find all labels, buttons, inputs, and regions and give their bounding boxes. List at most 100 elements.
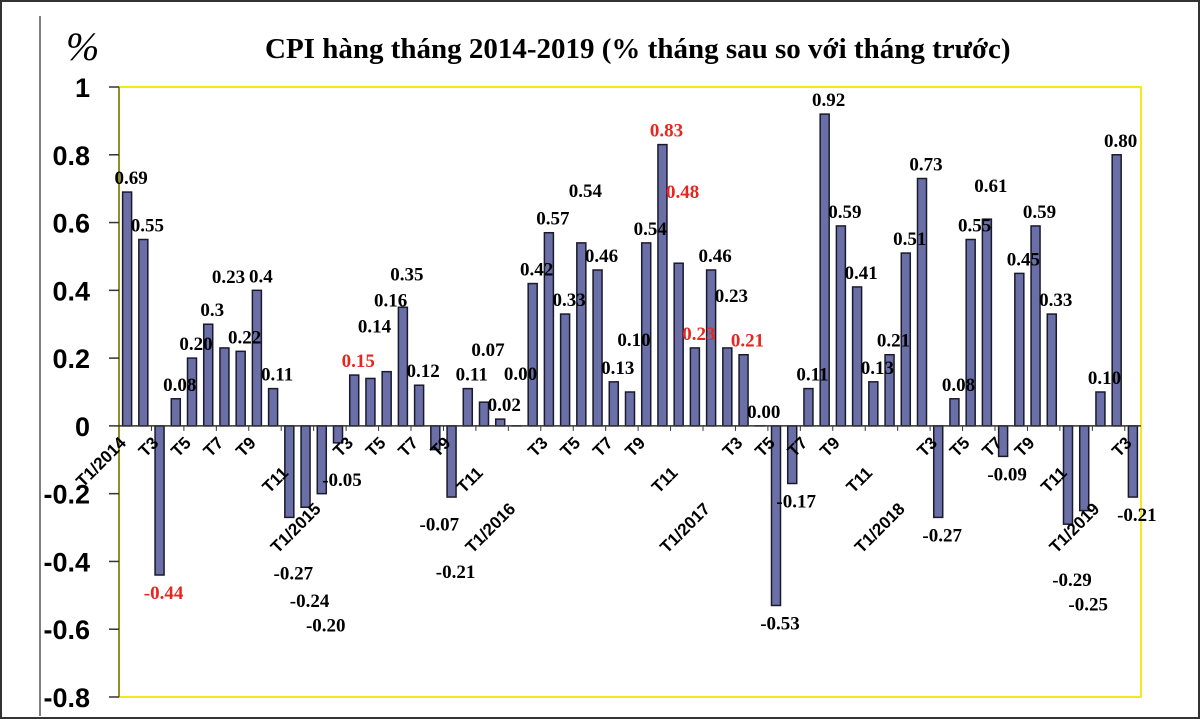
data-label: -0.27 <box>922 525 962 546</box>
data-label: -0.21 <box>1117 505 1157 526</box>
data-label: 0.33 <box>1039 290 1072 311</box>
x-tick-label: T11 <box>648 463 681 496</box>
x-tick-label: T5 <box>362 433 389 460</box>
y-tick-label: 0.6 <box>52 209 90 239</box>
data-label: 0.51 <box>893 229 926 250</box>
x-tick-label: T3 <box>719 433 746 460</box>
data-label: 0.08 <box>163 375 196 396</box>
y-axis-unit: % <box>66 24 99 69</box>
x-tick-label: T9 <box>816 433 843 460</box>
bar <box>138 238 149 427</box>
x-tick-label: T1/2018 <box>851 499 909 557</box>
data-label: -0.21 <box>436 562 476 583</box>
x-tick-label: T11 <box>843 463 876 496</box>
data-label: 0.23 <box>212 267 245 288</box>
y-tick-label: 0.2 <box>52 344 90 374</box>
bar <box>462 387 474 427</box>
data-label: -0.20 <box>306 616 346 637</box>
data-label: -0.25 <box>1068 595 1108 616</box>
data-label: 0.54 <box>634 219 668 240</box>
data-label: 0.14 <box>358 316 392 337</box>
data-label: 0.08 <box>942 375 975 396</box>
y-tick-label: -0.4 <box>43 547 90 577</box>
bar <box>592 269 603 427</box>
data-label: 0.15 <box>342 351 375 372</box>
data-label: 0.48 <box>666 182 699 203</box>
data-label: 0.21 <box>877 331 910 352</box>
data-label: -0.24 <box>290 591 330 612</box>
data-label: 0.13 <box>601 358 634 379</box>
bar <box>300 425 311 508</box>
data-label: -0.44 <box>144 583 184 604</box>
data-label: 0.45 <box>1007 249 1040 270</box>
x-tick-label: T1/2017 <box>656 499 714 557</box>
data-label: 0.83 <box>650 121 683 142</box>
data-label: -0.53 <box>760 614 800 635</box>
bar <box>267 387 279 427</box>
bar <box>348 374 360 427</box>
x-tick-label: T5 <box>557 433 584 460</box>
y-tick-label: -0.6 <box>43 615 90 645</box>
x-tick-label: T9 <box>1011 433 1038 460</box>
data-label: 0.46 <box>585 246 618 267</box>
bar <box>624 391 636 427</box>
y-tick-label: 0 <box>75 412 90 442</box>
data-label: 0.46 <box>698 246 731 267</box>
bar <box>965 238 976 427</box>
data-label: -0.05 <box>322 470 362 491</box>
data-label: 0.80 <box>1104 131 1137 152</box>
bar <box>559 313 571 427</box>
bar <box>527 282 538 427</box>
bar <box>1046 313 1058 427</box>
bar <box>916 177 928 427</box>
x-tick-label: T7 <box>394 433 421 460</box>
bar <box>576 242 587 427</box>
data-label: 0.59 <box>1023 202 1056 223</box>
chart-title: CPI hàng tháng 2014-2019 (% tháng sau so… <box>265 33 1011 65</box>
data-label: 0.07 <box>471 340 505 361</box>
bar <box>835 225 847 427</box>
y-tick-label: 1 <box>75 73 90 103</box>
data-label: -0.07 <box>420 515 460 536</box>
bar <box>803 387 814 427</box>
bar <box>365 377 376 427</box>
x-tick-label: T3 <box>524 433 551 460</box>
data-label: 0.42 <box>520 260 553 281</box>
data-label: 0.10 <box>617 330 650 351</box>
bar <box>851 286 863 427</box>
data-label: -0.29 <box>1052 570 1092 591</box>
data-label: 0.13 <box>861 358 894 379</box>
bar <box>1078 425 1090 512</box>
data-label: 0.10 <box>1088 368 1121 389</box>
data-label: 0.11 <box>796 365 828 386</box>
data-label: 0.11 <box>261 365 293 386</box>
data-label: -0.17 <box>776 492 816 513</box>
data-label: 0.00 <box>747 402 780 423</box>
x-tick-label: T7 <box>589 433 616 460</box>
x-tick-label: T1/2015 <box>267 499 325 557</box>
bar <box>1095 391 1106 427</box>
data-label: 0.23 <box>682 324 715 345</box>
bar <box>868 381 879 427</box>
data-label: 0.69 <box>114 168 147 189</box>
bar <box>981 218 993 427</box>
data-label: 0.11 <box>456 365 488 386</box>
data-label: 0.55 <box>958 216 991 237</box>
bar <box>770 425 782 607</box>
bar <box>1127 425 1139 498</box>
bar <box>689 347 701 427</box>
data-label: 0.4 <box>249 266 273 287</box>
data-label: 0.16 <box>374 291 407 312</box>
bar <box>494 418 506 427</box>
y-tick-label: 0.4 <box>52 276 90 306</box>
data-label: 0.61 <box>974 176 1007 197</box>
data-label: 0.41 <box>844 263 877 284</box>
data-label: 0.00 <box>504 364 537 385</box>
data-label: 0.35 <box>390 264 423 285</box>
x-tick-label: T5 <box>946 433 973 460</box>
data-label: 0.21 <box>731 331 764 352</box>
bar <box>608 381 620 427</box>
x-tick-label: T7 <box>200 433 227 460</box>
data-label: -0.09 <box>987 464 1027 485</box>
x-tick-label: T5 <box>167 433 194 460</box>
